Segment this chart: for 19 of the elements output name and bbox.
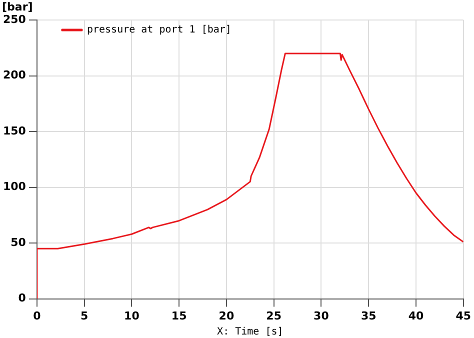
y-axis-title: [bar] [2,0,33,14]
x-tick-label: 0 [33,309,42,322]
y-tick-label: 150 [2,124,26,138]
x-tick-label: 30 [314,309,330,322]
x-tick-label: 45 [456,309,471,322]
x-tick-label: 20 [218,309,234,322]
x-tick-label: 10 [124,309,140,322]
y-tick-label: 0 [18,292,26,305]
x-tick-label: 35 [360,309,376,322]
y-tick-label: 50 [10,236,26,249]
x-tick-label: 5 [80,309,88,322]
x-tick-label: 15 [171,309,187,322]
y-tick-label: 250 [2,12,26,26]
x-tick-label: 40 [408,309,424,322]
x-tick-label: 25 [266,309,282,322]
x-axis-title: X: Time [s] [217,326,284,338]
y-tick-label: 200 [2,68,26,82]
legend-label: pressure at port 1 [bar] [86,24,232,36]
y-tick-label: 100 [2,180,26,194]
